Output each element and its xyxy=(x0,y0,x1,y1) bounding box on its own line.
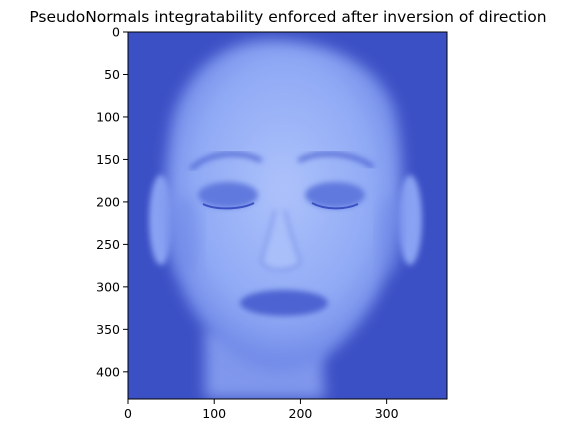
nose xyxy=(260,209,302,271)
heatmap-image xyxy=(128,32,447,399)
left-eyelid xyxy=(202,202,255,210)
left-cheek-shadow xyxy=(170,195,200,275)
axes-frame xyxy=(127,31,448,400)
left-eyebrow xyxy=(190,151,262,170)
right-eyebrow xyxy=(298,151,374,168)
right-eyelid xyxy=(311,202,359,210)
left-eye xyxy=(198,182,258,208)
x-tick-label: 100 xyxy=(202,406,226,421)
x-tick-label: 0 xyxy=(124,406,132,421)
x-axis: 0 100 200 300 xyxy=(124,399,399,421)
y-tick-label: 250 xyxy=(96,237,120,252)
y-tick-label: 0 xyxy=(112,25,120,40)
y-tick-label: 100 xyxy=(96,109,120,124)
x-tick-label: 200 xyxy=(289,406,313,421)
y-axis: 0 50 100 150 200 250 300 350 400 xyxy=(96,25,128,379)
right-cheek-shadow xyxy=(378,195,402,275)
y-tick-label: 50 xyxy=(104,67,120,82)
y-tick-label: 300 xyxy=(96,279,120,294)
y-tick-label: 350 xyxy=(96,322,120,337)
y-tick-label: 200 xyxy=(96,194,120,209)
y-tick-label: 400 xyxy=(96,364,120,379)
right-ear xyxy=(398,175,422,265)
face-region xyxy=(165,40,403,370)
chart-title: PseudoNormals integratability enforced a… xyxy=(29,8,546,26)
y-tick-label: 150 xyxy=(96,152,120,167)
x-tick-label: 300 xyxy=(375,406,399,421)
mouth xyxy=(240,290,328,316)
right-eye xyxy=(305,182,365,208)
